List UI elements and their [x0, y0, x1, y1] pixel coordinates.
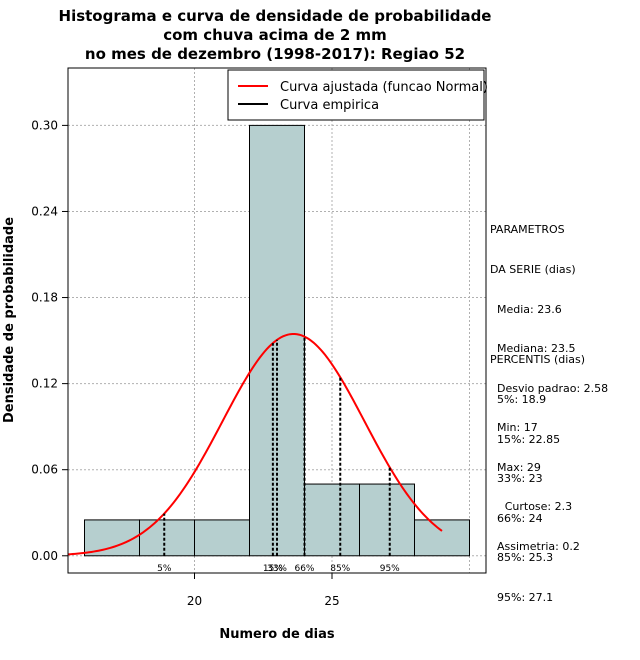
title-line-2: com chuva acima de 2 mm [163, 26, 387, 44]
y-tick-label-4: 0.24 [31, 204, 58, 218]
parameters-header-1: PARAMETROS [490, 223, 565, 237]
y-tick-label-5: 0.30 [31, 118, 58, 132]
percentile-33: 33%: 23 [490, 472, 543, 486]
percentiles-header: PERCENTIS (dias) [490, 353, 586, 367]
histogram-bar-1 [139, 519, 195, 557]
histogram-bar-2 [194, 519, 250, 557]
histogram-bar-0 [84, 519, 140, 557]
histogram-bar-6 [414, 519, 470, 557]
parameter-median: Mediana: 23.5 [490, 342, 576, 356]
parameter-mean: Media: 23.6 [490, 302, 562, 316]
y-tick-label-3: 0.18 [31, 291, 58, 305]
percentile-label-2: 33% [267, 564, 287, 574]
x-tick-label-1: 25 [324, 594, 339, 608]
percentile-66: 66%: 24 [490, 511, 543, 525]
percentile-95: 95%: 27.1 [490, 591, 554, 605]
percentile-5: 5%: 18.9 [490, 393, 547, 407]
title-line-1: Histograma e curva de densidade de proba… [58, 7, 492, 25]
parameter-max: Max: 29 [490, 461, 541, 475]
chart-title: Histograma e curva de densidade de proba… [0, 7, 550, 64]
legend-label-0: Curva ajustada (funcao Normal) [280, 80, 488, 95]
parameter-std-dev: Desvio padrao: 2.58 [490, 381, 609, 395]
y-tick-label-0: 0.00 [31, 549, 58, 563]
histogram-bar-4 [304, 483, 360, 557]
series-parameters-panel: PARAMETROS DA SERIE (dias) Media: 23.6 M… [490, 197, 608, 487]
x-axis-label: Numero de dias [219, 627, 335, 642]
kurtosis-value: Curtose: 2.3 [504, 500, 573, 514]
skewness-value: Assimetria: 0.2 [497, 540, 580, 554]
percentile-label-4: 85% [330, 564, 350, 574]
legend-box [227, 69, 485, 121]
y-axis-label: Densidade de probabilidade [2, 217, 17, 423]
shape-stats-panel: Curtose: 2.3 Assimetria: 0.2 [497, 474, 580, 566]
percentile-15: 15%: 22.85 [490, 432, 561, 446]
percentile-label-0: 5% [157, 564, 172, 574]
title-line-3: no mes de dezembro (1998-2017): Regiao 5… [84, 45, 466, 63]
parameters-header-2: DA SERIE (dias) [490, 263, 576, 277]
percentiles-panel: PERCENTIS (dias) 5%: 18.9 15%: 22.85 33%… [490, 327, 585, 617]
parameter-min: Min: 17 [490, 421, 538, 435]
y-tick-label-1: 0.06 [31, 463, 58, 477]
x-tick-label-0: 20 [187, 594, 202, 608]
legend-label-1: Curva empirica [280, 98, 379, 113]
percentile-label-1: 15% [263, 564, 283, 574]
plot-frame [67, 67, 487, 574]
percentile-85: 85%: 25.3 [490, 551, 554, 565]
percentile-label-3: 66% [294, 564, 314, 574]
histogram-bar-5 [359, 483, 415, 557]
percentile-label-5: 95% [380, 564, 400, 574]
y-tick-label-2: 0.12 [31, 377, 58, 391]
normal-curve-line [67, 332, 443, 556]
